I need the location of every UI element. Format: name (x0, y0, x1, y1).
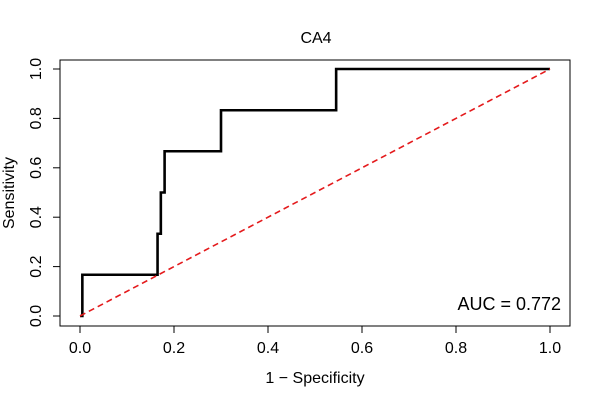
y-tick-label: 1.0 (28, 58, 45, 80)
y-tick-label: 0.4 (28, 206, 45, 228)
x-tick-label: 0.4 (257, 340, 279, 357)
y-tick-label: 0.6 (28, 157, 45, 179)
reference-diagonal-line (79, 68, 551, 317)
chart-title: CA4 (300, 30, 331, 47)
auc-annotation: AUC = 0.772 (457, 294, 561, 314)
x-tick-label: 0.6 (351, 340, 373, 357)
y-tick-label: 0.0 (28, 305, 45, 327)
y-tick-label: 0.8 (28, 107, 45, 129)
series-layer (79, 67, 551, 318)
x-tick-label: 0.0 (69, 340, 91, 357)
roc-curve (80, 67, 550, 318)
y-axis-label: Sensitivity (1, 157, 18, 229)
x-axis: 0.0 0.2 0.4 0.6 0.8 1.0 (69, 325, 561, 357)
x-tick-label: 0.8 (445, 340, 467, 357)
x-axis-label: 1 − Specificity (265, 370, 364, 387)
y-tick-label: 0.2 (28, 255, 45, 277)
x-tick-label: 0.2 (163, 340, 185, 357)
x-tick-label: 1.0 (539, 340, 561, 357)
y-axis: 0.0 0.2 0.4 0.6 0.8 1.0 (28, 58, 61, 327)
